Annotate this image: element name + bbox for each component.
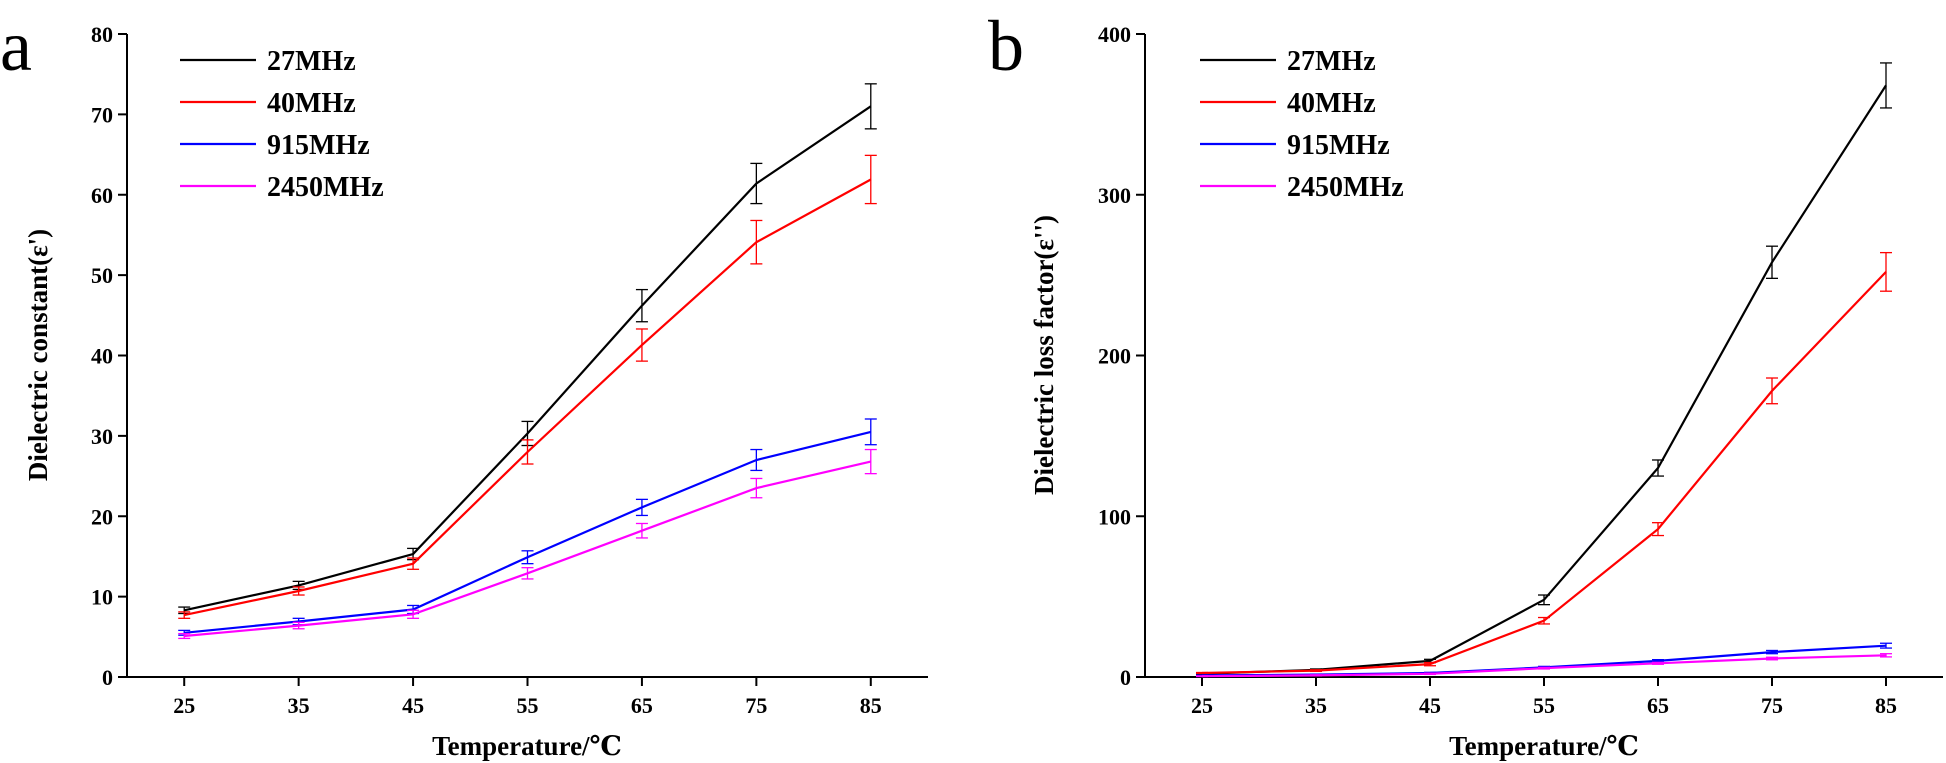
legend-a: 27MHz 40MHz 915MHz 2450MHz (180, 46, 384, 203)
legend-label: 2450MHz (267, 172, 384, 203)
x-tick-label: 35 (288, 693, 310, 718)
series-40MHz (1196, 251, 1892, 675)
ticks-b: 0 100 200 300 400 25 35 45 55 65 75 85 (1098, 22, 1897, 718)
legend-item-27MHz: 27MHz (1200, 46, 1376, 77)
panel-b: b 0 100 200 300 400 25 35 45 55 65 75 85 27MHz 40MHz… (988, 6, 1943, 761)
legend-label: 40MHz (267, 88, 356, 119)
x-tick-label: 35 (1305, 693, 1327, 718)
series-915MHz (178, 418, 877, 636)
y-tick-label: 20 (91, 504, 113, 529)
y-tick-label: 0 (1120, 665, 1131, 690)
x-tick-label: 85 (860, 693, 882, 718)
y-tick-label: 30 (91, 424, 113, 449)
x-tick-label: 75 (1761, 693, 1783, 718)
x-tick-label: 65 (631, 693, 653, 718)
series-line (1201, 271, 1887, 675)
legend-label: 915MHz (1287, 130, 1390, 161)
legend-label: 27MHz (1287, 46, 1376, 77)
y-tick-label: 400 (1098, 22, 1131, 47)
legend-b: 27MHz 40MHz 915MHz 2450MHz (1200, 46, 1404, 203)
y-axis-title-b: Dielectric loss factor(ε'') (1029, 215, 1059, 495)
y-tick-label: 10 (91, 585, 113, 610)
x-tick-label: 25 (1191, 693, 1213, 718)
legend-label: 40MHz (1287, 88, 1376, 119)
y-tick-label: 40 (91, 344, 113, 369)
y-tick-label: 80 (91, 22, 113, 47)
series-40MHz (178, 154, 877, 619)
x-tick-label: 45 (1419, 693, 1441, 718)
legend-label: 27MHz (267, 46, 356, 77)
y-tick-label: 50 (91, 263, 113, 288)
y-tick-label: 200 (1098, 344, 1131, 369)
x-axis-title-b: Temperature/℃ (1449, 731, 1639, 761)
legend-label: 2450MHz (1287, 172, 1404, 203)
legend-item-915MHz: 915MHz (1200, 130, 1390, 161)
x-tick-label: 45 (402, 693, 424, 718)
panel-label-b: b (988, 6, 1024, 86)
x-tick-label: 75 (745, 693, 767, 718)
x-tick-label: 55 (517, 693, 539, 718)
series-2450MHz (1196, 653, 1892, 678)
y-tick-label: 70 (91, 102, 113, 127)
series-group-b (1196, 62, 1892, 678)
panel-a: a 0 10 20 30 40 50 60 70 80 25 35 45 55 65 75 85 27MHz 4… (0, 6, 928, 761)
panel-label-a: a (0, 6, 32, 86)
legend-item-2450MHz: 2450MHz (1200, 172, 1404, 203)
series-line (183, 178, 872, 617)
y-tick-label: 0 (102, 665, 113, 690)
legend-item-2450MHz: 2450MHz (180, 172, 384, 203)
y-tick-label: 100 (1098, 504, 1131, 529)
y-tick-label: 300 (1098, 183, 1131, 208)
series-27MHz (178, 83, 877, 615)
x-tick-label: 25 (173, 693, 195, 718)
legend-item-915MHz: 915MHz (180, 130, 370, 161)
series-2450MHz (178, 448, 877, 640)
x-axis-title-a: Temperature/℃ (432, 731, 622, 761)
x-tick-label: 55 (1533, 693, 1555, 718)
legend-item-27MHz: 27MHz (180, 46, 356, 77)
y-tick-label: 60 (91, 183, 113, 208)
ticks-a: 0 10 20 30 40 50 60 70 80 25 35 45 55 65 75 85 (91, 22, 882, 718)
legend-item-40MHz: 40MHz (1200, 88, 1376, 119)
x-tick-label: 85 (1875, 693, 1897, 718)
legend-label: 915MHz (267, 130, 370, 161)
y-axis-title-a: Dielectric constant(ε') (23, 229, 53, 481)
series-line (184, 460, 872, 638)
legend-item-40MHz: 40MHz (180, 88, 356, 119)
series-group-a (178, 83, 877, 640)
x-tick-label: 65 (1647, 693, 1669, 718)
